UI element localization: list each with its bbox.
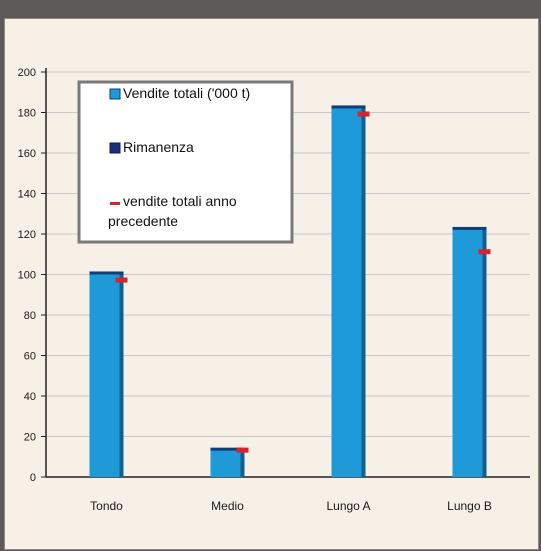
previous-year-marker xyxy=(115,277,128,283)
axis-labels: 0 20 40 60 80 100 120 140 160 180 200 Tondo Medio Lun… xyxy=(18,67,492,513)
y-tick-label: 40 xyxy=(24,391,36,403)
y-tick-label: 60 xyxy=(24,351,36,363)
previous-year-markers xyxy=(115,111,491,453)
y-tick-label: 140 xyxy=(18,189,36,201)
y-tick-label: 100 xyxy=(18,270,36,282)
y-tick-label: 160 xyxy=(18,148,36,160)
legend-label: vendite totali anno xyxy=(123,193,237,209)
bar-vendite-totali xyxy=(452,227,487,477)
category-label: Medio xyxy=(211,499,244,513)
category-label: Tondo xyxy=(90,499,123,513)
legend-swatch xyxy=(110,202,120,205)
y-tick-label: 0 xyxy=(30,472,36,484)
previous-year-marker xyxy=(357,111,370,117)
bar-top-edge xyxy=(89,271,124,275)
legend-label: precedente xyxy=(108,213,178,229)
category-label: Lungo A xyxy=(326,499,370,513)
y-tick-label: 20 xyxy=(24,432,36,444)
legend-swatch xyxy=(109,88,121,100)
y-tick-label: 180 xyxy=(18,108,36,120)
bar-top-edge xyxy=(210,447,245,451)
bars xyxy=(89,105,487,478)
bar-top-edge xyxy=(331,105,366,109)
legend-swatch xyxy=(109,142,121,154)
legend-box xyxy=(77,80,294,244)
bar-shadow xyxy=(119,272,124,477)
bar-shadow xyxy=(240,448,245,477)
bar-vendite-totali xyxy=(331,106,366,478)
y-tick-label: 120 xyxy=(18,229,36,241)
previous-year-marker xyxy=(478,249,491,255)
bar-top-edge xyxy=(452,226,487,230)
bar-shadow xyxy=(361,106,366,478)
bar-shadow xyxy=(482,227,487,477)
previous-year-marker xyxy=(236,447,249,453)
legend: Vendite totali ('000 t) Rimanenza vendite … xyxy=(77,80,294,244)
y-tick-label: 200 xyxy=(18,67,36,79)
bar-vendite-totali xyxy=(89,272,124,477)
legend-label: Rimanenza xyxy=(123,139,194,155)
category-label: Lungo B xyxy=(447,499,492,513)
y-tick-label: 80 xyxy=(24,310,36,322)
bar-vendite-totali xyxy=(210,448,245,477)
axes xyxy=(41,68,530,478)
legend-label: Vendite totali ('000 t) xyxy=(123,85,250,101)
